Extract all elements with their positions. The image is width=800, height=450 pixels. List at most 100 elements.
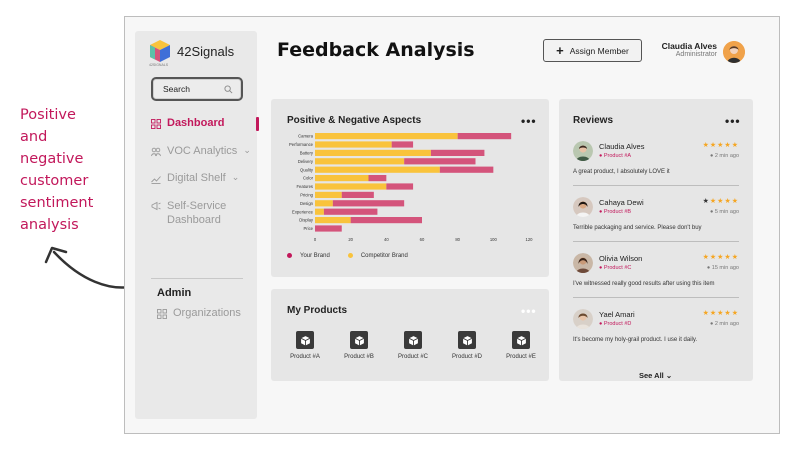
sidebar-item-dashboard[interactable]: Dashboard [151, 117, 261, 129]
sidebar-item-organizations[interactable]: Organizations [157, 307, 267, 319]
review-product-label: Product #A [603, 153, 632, 159]
products-title: My Products [287, 305, 348, 316]
bar-competitor-brand[interactable] [315, 175, 369, 182]
assign-member-button[interactable]: + Assign Member [543, 39, 642, 62]
star-rating: ★★★★★ [702, 254, 739, 261]
bar-your-brand[interactable] [457, 133, 512, 140]
more-options-icon[interactable]: ••• [521, 114, 537, 128]
sidebar-item-label: Dashboard [167, 214, 221, 226]
sidebar-item-label: Dashboard [167, 117, 225, 129]
bar-your-brand[interactable] [391, 141, 414, 148]
grid-icon [151, 119, 161, 129]
sidebar-item-self-service[interactable]: Self-Service Dashboard [151, 199, 261, 227]
y-tick-label: Color [303, 176, 314, 181]
annotation-text: Positive and negative customer sentiment… [20, 104, 120, 236]
x-tick-label: 0 [314, 237, 317, 242]
x-tick-label: 80 [455, 237, 460, 242]
chevron-down-icon: ⌄ [231, 172, 240, 182]
box-icon [404, 331, 422, 349]
sidebar-divider [151, 278, 243, 279]
grid-icon [157, 309, 167, 319]
trend-icon [151, 176, 161, 184]
y-tick-label: Delivery [298, 159, 314, 164]
bar-competitor-brand[interactable] [315, 158, 405, 165]
page-title: Feedback Analysis [277, 39, 475, 61]
bar-competitor-brand[interactable] [315, 133, 458, 140]
user-info[interactable]: Claudia Alves Administrator [657, 41, 717, 58]
avatar [573, 197, 593, 217]
review-time-label: 2 min ago [714, 153, 739, 159]
app-window: 42Signals 42SIGNALS Search Dashboard [124, 16, 780, 434]
bar-competitor-brand[interactable] [315, 191, 342, 198]
x-tick-label: 40 [384, 237, 389, 242]
y-tick-label: Camera [298, 134, 314, 139]
bar-competitor-brand[interactable] [315, 200, 333, 207]
bar-competitor-brand[interactable] [315, 149, 431, 156]
user-role: Administrator [675, 51, 717, 58]
product-list: Product #A Product #B Product #C Product… [285, 331, 541, 360]
y-tick-label: Quality [300, 167, 314, 172]
bar-competitor-brand[interactable] [315, 166, 440, 173]
sidebar-item-label-wrap: Self-Service Dashboard [167, 199, 226, 227]
user-avatar-icon [723, 41, 745, 63]
review-product-label: Product #C [603, 265, 632, 271]
review-divider [573, 241, 739, 242]
more-options-icon[interactable]: ••• [521, 304, 537, 318]
see-all-link[interactable]: See All ⌄ [639, 371, 672, 380]
annotation-line: analysis [20, 217, 79, 233]
bar-your-brand[interactable] [386, 183, 414, 190]
sidebar-item-digital-shelf[interactable]: Digital Shelf ⌄ [151, 172, 261, 184]
reviewer-name: Claudia Alves [599, 142, 645, 151]
reviews-card: Reviews ••• Claudia Alves ● Product #A ★… [559, 99, 753, 381]
bar-your-brand[interactable] [315, 225, 342, 232]
annotation-line: customer [20, 173, 89, 189]
more-options-icon[interactable]: ••• [725, 114, 741, 128]
search-icon [224, 84, 233, 93]
bar-competitor-brand[interactable] [315, 183, 387, 190]
bar-your-brand[interactable] [323, 208, 378, 215]
bar-your-brand[interactable] [332, 200, 405, 207]
chevron-down-icon: ⌄ [665, 371, 673, 380]
review-text: I've witnessed really good results after… [573, 281, 715, 287]
bar-your-brand[interactable] [341, 191, 374, 198]
product-item[interactable]: Product #A [285, 331, 325, 360]
review-product: ● Product #B [599, 209, 632, 215]
bar-your-brand[interactable] [430, 149, 485, 156]
review-time-label: 15 min ago [711, 265, 739, 271]
bar-competitor-brand[interactable] [315, 141, 392, 148]
avatar[interactable] [723, 41, 745, 63]
search-input[interactable]: Search [151, 77, 243, 101]
sidebar-item-voc-analytics[interactable]: VOC Analytics ⌄ [151, 145, 261, 157]
users-icon [151, 147, 161, 157]
review-time: ● 2 min ago [709, 153, 739, 159]
megaphone-icon [151, 201, 161, 211]
sidebar-item-label: Digital Shelf [167, 172, 226, 184]
review-divider [573, 185, 739, 186]
star-rating: ★★★★★ [702, 310, 739, 317]
bar-your-brand[interactable] [368, 175, 387, 182]
bar-your-brand[interactable] [439, 166, 494, 173]
cube-logo-icon [150, 40, 170, 62]
review-time: ● 2 min ago [709, 321, 739, 327]
product-item[interactable]: Product #C [393, 331, 433, 360]
brand-logo[interactable]: 42Signals [149, 39, 234, 63]
box-icon [458, 331, 476, 349]
product-item[interactable]: Product #E [501, 331, 541, 360]
product-item[interactable]: Product #B [339, 331, 379, 360]
bar-your-brand[interactable] [404, 158, 476, 165]
x-tick-label: 60 [420, 237, 425, 242]
product-item[interactable]: Product #D [447, 331, 487, 360]
bar-your-brand[interactable] [350, 217, 422, 224]
annotation-line: sentiment [20, 195, 94, 211]
legend-item-competitor-brand: Competitor Brand [347, 253, 408, 259]
review-time: ● 5 min ago [709, 209, 739, 215]
product-label: Product #B [344, 354, 374, 360]
x-tick-label: 100 [490, 237, 498, 242]
bar-competitor-brand[interactable] [315, 208, 324, 215]
review-divider [573, 297, 739, 298]
sidebar-item-label: Self-Service [167, 200, 227, 212]
bar-competitor-brand[interactable] [315, 217, 351, 224]
box-icon [512, 331, 530, 349]
review-time-label: 2 min ago [714, 321, 739, 327]
